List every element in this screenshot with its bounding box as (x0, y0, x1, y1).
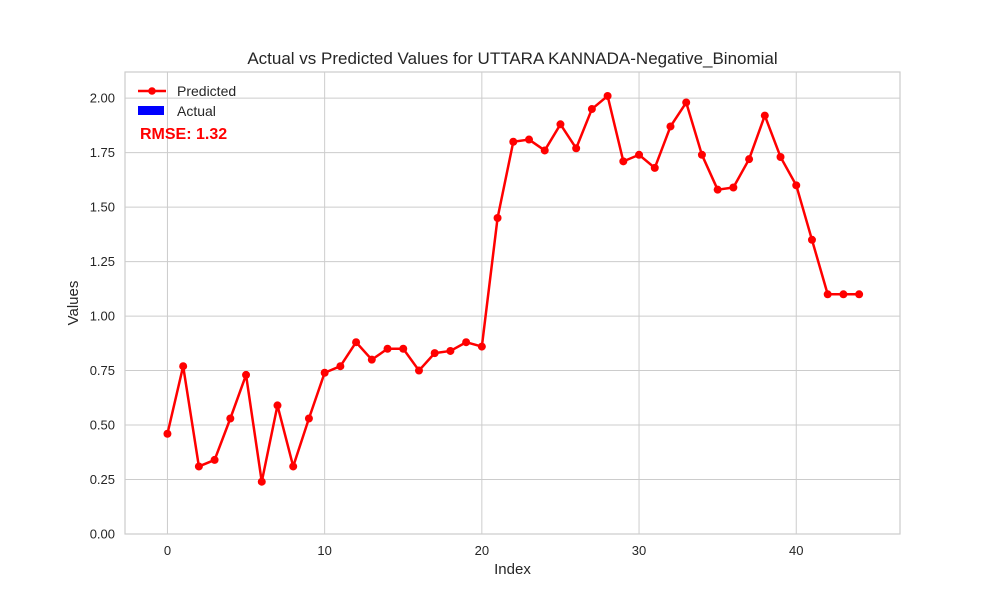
predicted-data-point (163, 429, 172, 438)
predicted-data-point (666, 122, 675, 131)
predicted-data-point (587, 105, 596, 114)
predicted-data-point (540, 146, 549, 155)
predicted-data-point (210, 455, 219, 464)
x-axis-ticks: 0 10 20 30 40 (164, 543, 804, 558)
legend: Predicted Actual (138, 83, 236, 119)
predicted-data-point (414, 366, 423, 375)
predicted-data-point (729, 183, 738, 192)
y-tick-label: 0.00 (90, 527, 115, 542)
y-axis-ticks: 0.00 0.25 0.50 0.75 1.00 1.25 1.50 1.75 2.00 (90, 91, 115, 542)
series-layer (163, 91, 864, 486)
predicted-data-point (760, 111, 769, 120)
x-tick-label: 30 (632, 543, 646, 558)
y-tick-label: 0.75 (90, 363, 115, 378)
predicted-data-point (226, 414, 235, 423)
y-axis-label: Values (65, 281, 82, 326)
predicted-data-point (713, 185, 722, 194)
x-tick-label: 40 (789, 543, 803, 558)
predicted-data-point (745, 155, 754, 164)
x-tick-label: 0 (164, 543, 171, 558)
predicted-data-point (635, 150, 644, 159)
x-tick-label: 20 (475, 543, 489, 558)
predicted-data-point (572, 144, 581, 153)
legend-actual-label: Actual (177, 103, 216, 119)
predicted-data-point (304, 414, 313, 423)
predicted-data-point (603, 91, 612, 100)
predicted-data-point (257, 477, 266, 486)
predicted-data-point (493, 214, 502, 223)
predicted-data-point (336, 362, 345, 371)
predicted-data-point (807, 235, 816, 244)
predicted-series-line (166, 94, 860, 483)
predicted-data-point (367, 355, 376, 364)
predicted-data-point (446, 346, 455, 355)
predicted-data-point (650, 163, 659, 172)
y-tick-label: 0.25 (90, 472, 115, 487)
plot-area-frame (124, 71, 901, 535)
predicted-data-point (399, 344, 408, 353)
legend-actual-swatch (138, 106, 164, 115)
x-tick-label: 10 (317, 543, 331, 558)
predicted-data-point (352, 338, 361, 347)
predicted-data-point (823, 290, 832, 299)
predicted-data-point (430, 349, 439, 358)
legend-predicted-label: Predicted (177, 83, 236, 99)
predicted-data-point (179, 362, 188, 371)
predicted-data-point (477, 342, 486, 351)
predicted-data-point (556, 120, 565, 129)
rmse-annotation: RMSE: 1.32 (140, 126, 227, 143)
x-axis-label: Index (494, 561, 531, 578)
predicted-data-point (462, 338, 471, 347)
predicted-data-point (383, 344, 392, 353)
predicted-data-point (697, 150, 706, 159)
y-tick-label: 1.75 (90, 145, 115, 160)
predicted-data-point (682, 98, 691, 107)
predicted-data-point (839, 290, 848, 299)
legend-predicted-marker-swatch (148, 87, 156, 95)
predicted-data-point (289, 462, 298, 471)
predicted-data-point (619, 157, 628, 166)
y-tick-label: 0.50 (90, 418, 115, 433)
y-tick-label: 1.50 (90, 200, 115, 215)
predicted-data-point (194, 462, 203, 471)
predicted-data-point (855, 290, 864, 299)
predicted-data-point (792, 181, 801, 190)
y-tick-label: 2.00 (90, 91, 115, 106)
predicted-data-point (525, 135, 534, 144)
y-tick-label: 1.00 (90, 309, 115, 324)
predicted-data-point (776, 152, 785, 161)
y-tick-label: 1.25 (90, 254, 115, 269)
predicted-data-point (320, 368, 329, 377)
chart-title: Actual vs Predicted Values for UTTARA KA… (247, 49, 777, 68)
predicted-data-point (242, 370, 251, 379)
predicted-data-point (273, 401, 282, 410)
predicted-data-point (509, 137, 518, 146)
